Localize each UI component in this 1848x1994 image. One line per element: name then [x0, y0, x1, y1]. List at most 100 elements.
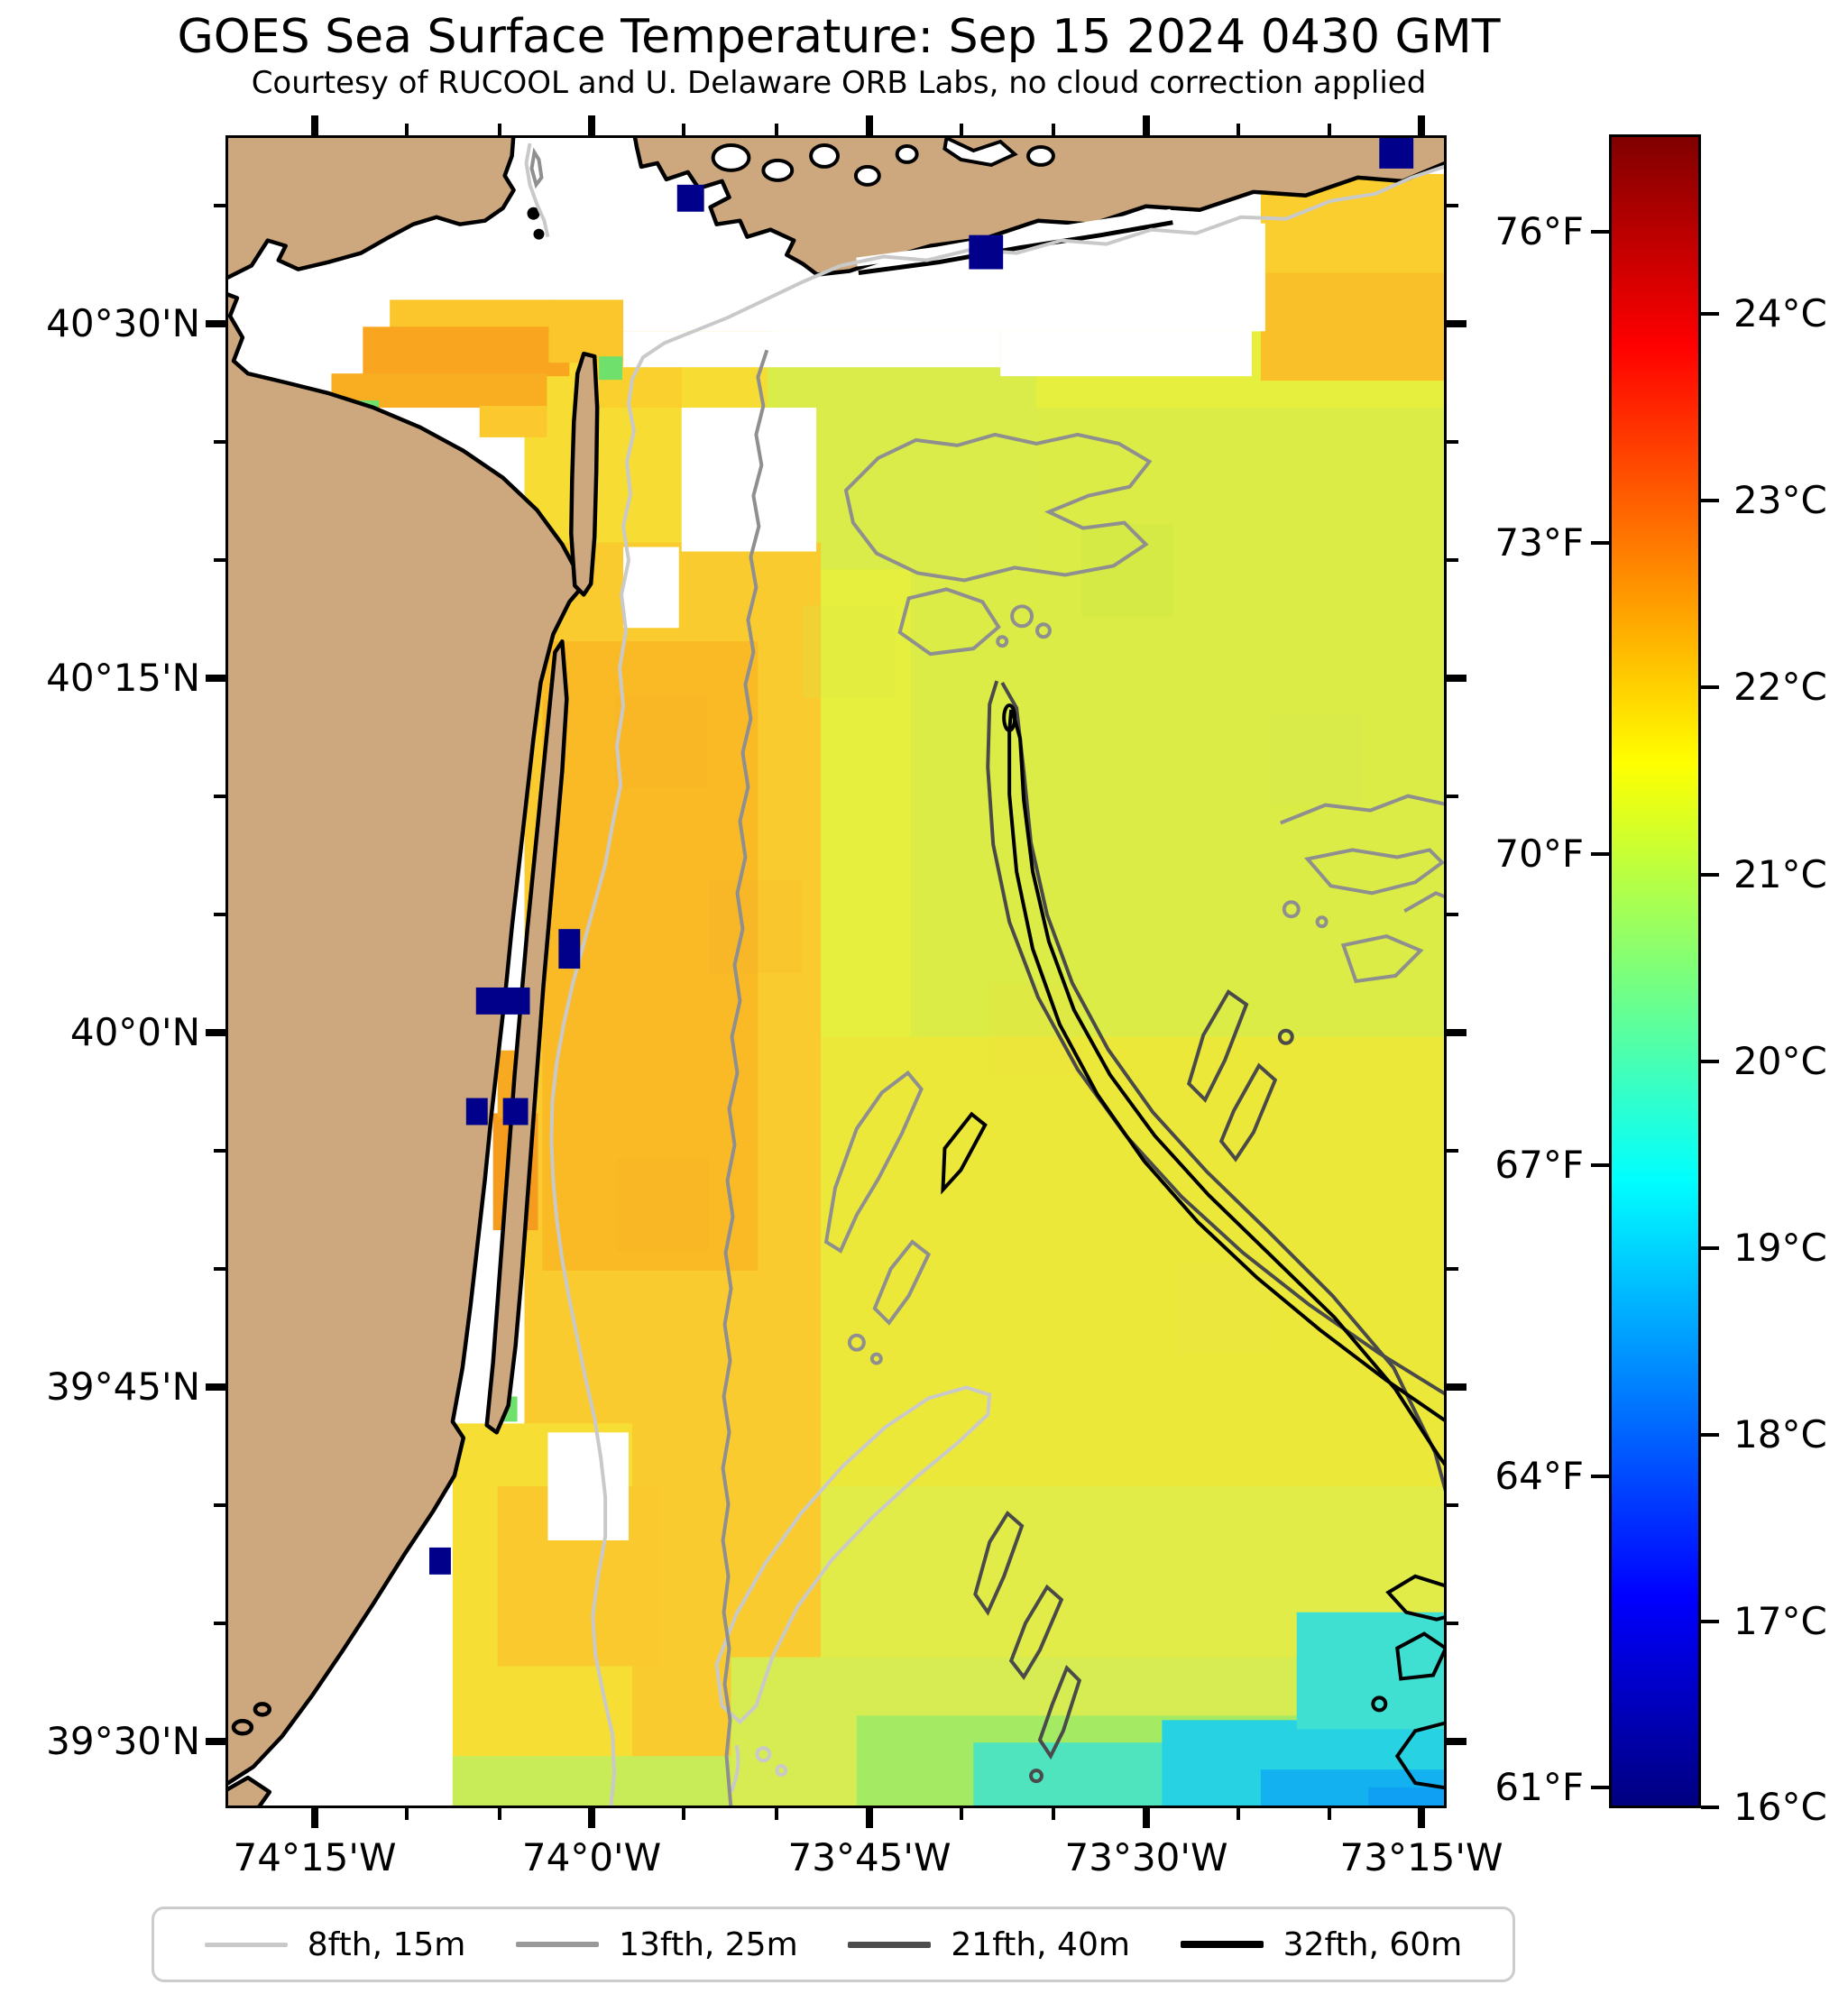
colorbar-f-tick [1591, 541, 1609, 545]
colorbar-c-tick [1701, 1060, 1719, 1063]
lat-minor-tick [1447, 795, 1458, 798]
colorbar-f-tick [1591, 1786, 1609, 1789]
colorbar-c-tick [1701, 1433, 1719, 1437]
figure-title: GOES Sea Surface Temperature: Sep 15 202… [177, 10, 1501, 64]
lat-minor-tick [214, 204, 225, 207]
legend-label: 21fth, 40m [951, 1925, 1130, 1963]
lon-major-tick [1418, 1808, 1425, 1828]
contour-legend: 8fth, 15m 13fth, 25m 21fth, 40m 32fth, 60m [152, 1907, 1515, 1982]
cloud-pixel [502, 1098, 529, 1126]
colorbar-f-tick [1591, 1163, 1609, 1167]
legend-line-swatch [516, 1942, 600, 1947]
lon-minor-tick [405, 1808, 409, 1820]
land-barrier-island [484, 639, 569, 1435]
colorbar-c-label: 20°C [1733, 1039, 1827, 1083]
land-sandy-hook [569, 351, 600, 597]
legend-line-swatch [848, 1941, 932, 1948]
lat-minor-tick [214, 1149, 225, 1153]
map-svg [228, 138, 1444, 1806]
legend-item: 21fth, 40m [848, 1926, 1130, 1963]
lat-minor-tick [1447, 204, 1458, 207]
colorbar-f-label: 73°F [1494, 520, 1584, 565]
cloud-pixel [465, 1098, 488, 1126]
lon-major-tick [311, 1808, 318, 1828]
lon-minor-tick [775, 124, 778, 135]
colorbar-f-tick [1591, 852, 1609, 856]
colorbar-c-tick [1701, 1620, 1719, 1623]
lat-minor-tick [214, 1503, 225, 1507]
lat-minor-tick [214, 440, 225, 444]
lon-minor-tick [1328, 124, 1331, 135]
colorbar-c-tick [1701, 499, 1719, 502]
lat-major-tick [206, 1383, 225, 1391]
legend-item: 32fth, 60m [1180, 1926, 1462, 1963]
lat-minor-tick [214, 1622, 225, 1625]
land-long-island [632, 138, 1444, 277]
map-panel [225, 135, 1447, 1808]
contour-60m-layer [941, 703, 1444, 1790]
colorbar-c-label: 19°C [1733, 1226, 1827, 1270]
cloud-pixel [1379, 138, 1414, 169]
lon-minor-tick [775, 1808, 778, 1820]
lat-major-tick [206, 1029, 225, 1036]
lon-minor-tick [498, 1808, 501, 1820]
lat-minor-tick [214, 795, 225, 798]
lon-minor-tick [1052, 124, 1055, 135]
lon-tick-label: 74°0'W [521, 1835, 662, 1879]
lat-major-tick [1447, 675, 1466, 682]
cloud-pixel [475, 987, 530, 1015]
cloud-pixel [429, 1547, 451, 1575]
lat-major-tick [206, 320, 225, 327]
colorbar-c-label: 24°C [1733, 291, 1827, 335]
colorbar-c-tick [1701, 1246, 1719, 1250]
li-inlets-layer [711, 138, 1055, 187]
colorbar-f-tick [1591, 1475, 1609, 1478]
lon-minor-tick [1237, 1808, 1240, 1820]
lat-tick-label: 39°30'N [46, 1719, 200, 1763]
lon-major-tick [1418, 115, 1425, 135]
colorbar-c-tick [1701, 312, 1719, 316]
colorbar-c-label: 21°C [1733, 852, 1827, 896]
lon-minor-tick [498, 124, 501, 135]
lat-tick-label: 40°0'N [69, 1010, 200, 1054]
lon-major-tick [311, 115, 318, 135]
lon-major-tick [1143, 1808, 1150, 1828]
lat-minor-tick [214, 913, 225, 916]
colorbar-c-label: 18°C [1733, 1412, 1827, 1456]
figure-subtitle: Courtesy of RUCOOL and U. Delaware ORB L… [251, 65, 1427, 101]
cloud-pixel [969, 234, 1004, 270]
lon-major-tick [588, 1808, 595, 1828]
legend-label: 13fth, 25m [619, 1925, 798, 1963]
lat-minor-tick [1447, 913, 1458, 916]
lat-major-tick [1447, 1029, 1466, 1036]
lat-minor-tick [1447, 1149, 1458, 1153]
colorbar-c-tick [1701, 873, 1719, 877]
legend-line-swatch [1180, 1941, 1264, 1948]
lon-tick-label: 73°15'W [1339, 1835, 1503, 1879]
colorbar-c-label: 23°C [1733, 478, 1827, 522]
lat-tick-label: 40°30'N [46, 301, 200, 345]
lon-major-tick [866, 115, 873, 135]
lat-tick-label: 40°15'N [46, 656, 200, 700]
colorbar-c-label: 16°C [1733, 1785, 1827, 1829]
lat-tick-label: 39°45'N [46, 1365, 200, 1409]
lat-minor-tick [1447, 1503, 1458, 1507]
colorbar-f-label: 67°F [1494, 1143, 1584, 1187]
lon-minor-tick [1237, 124, 1240, 135]
cloud-pixel-layer [429, 138, 1414, 1575]
colorbar-c-tick [1701, 685, 1719, 689]
lat-major-tick [1447, 320, 1466, 327]
lon-minor-tick [1052, 1808, 1055, 1820]
colorbar-f-tick [1591, 230, 1609, 234]
colorbar [1609, 134, 1701, 1808]
lat-minor-tick [214, 1267, 225, 1271]
colorbar-c-label: 17°C [1733, 1599, 1827, 1643]
land-nj-mainland [228, 292, 583, 1786]
land-cape-wedge [228, 1775, 272, 1806]
lat-major-tick [206, 675, 225, 682]
legend-item: 13fth, 25m [516, 1926, 798, 1963]
colorbar-c-label: 22°C [1733, 665, 1827, 709]
lat-minor-tick [214, 558, 225, 562]
lon-major-tick [1143, 115, 1150, 135]
